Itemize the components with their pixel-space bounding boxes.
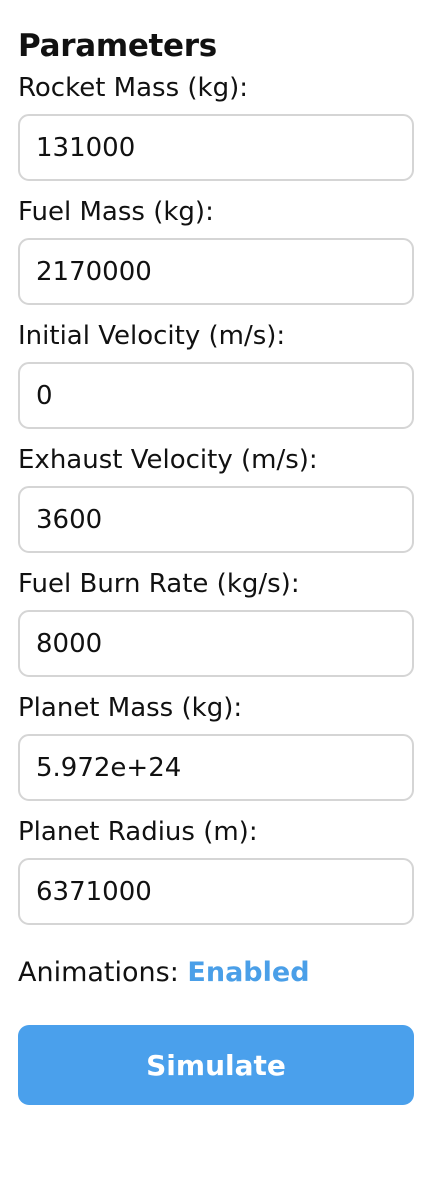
- planet-radius-input[interactable]: [18, 858, 414, 925]
- fuel-burn-rate-input[interactable]: [18, 610, 414, 677]
- planet-radius-field: Planet Radius (m):: [18, 806, 414, 925]
- planet-mass-field: Planet Mass (kg):: [18, 682, 414, 801]
- initial-velocity-input[interactable]: [18, 362, 414, 429]
- rocket-mass-label: Rocket Mass (kg):: [18, 73, 249, 103]
- parameters-panel: Parameters Rocket Mass (kg): Fuel Mass (…: [18, 22, 414, 1105]
- planet-mass-label: Planet Mass (kg):: [18, 693, 243, 723]
- planet-mass-input[interactable]: [18, 734, 414, 801]
- exhaust-velocity-input[interactable]: [18, 486, 414, 553]
- rocket-mass-field: Rocket Mass (kg):: [18, 62, 414, 181]
- fuel-mass-field: Fuel Mass (kg):: [18, 186, 414, 305]
- fuel-burn-rate-field: Fuel Burn Rate (kg/s):: [18, 558, 414, 677]
- initial-velocity-label: Initial Velocity (m/s):: [18, 321, 286, 351]
- exhaust-velocity-label: Exhaust Velocity (m/s):: [18, 445, 318, 475]
- planet-radius-label: Planet Radius (m):: [18, 817, 258, 847]
- animations-toggle[interactable]: Enabled: [187, 957, 310, 988]
- animations-row: Animations: Enabled: [18, 949, 414, 997]
- animations-label: Animations:: [18, 957, 179, 988]
- initial-velocity-field: Initial Velocity (m/s):: [18, 310, 414, 429]
- fuel-burn-rate-label: Fuel Burn Rate (kg/s):: [18, 569, 300, 599]
- simulate-button[interactable]: Simulate: [18, 1025, 414, 1105]
- fuel-mass-label: Fuel Mass (kg):: [18, 197, 214, 227]
- exhaust-velocity-field: Exhaust Velocity (m/s):: [18, 434, 414, 553]
- fuel-mass-input[interactable]: [18, 238, 414, 305]
- parameters-title: Parameters: [18, 28, 217, 64]
- rocket-mass-input[interactable]: [18, 114, 414, 181]
